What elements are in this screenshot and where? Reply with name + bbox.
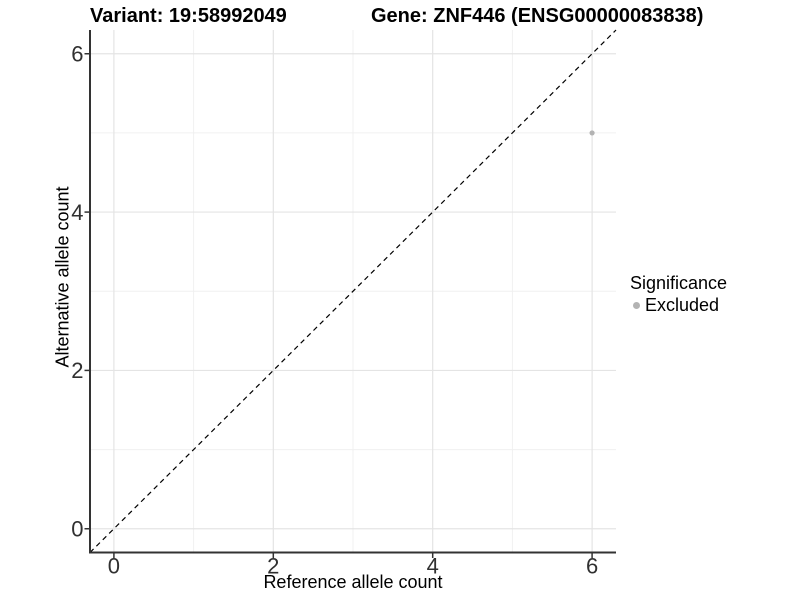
x-tick-label: 6 (586, 554, 598, 579)
x-tick-label: 2 (267, 554, 279, 579)
y-tick-label: 4 (71, 200, 83, 225)
legend: Significance Excluded (630, 272, 727, 315)
y-tick-label: 6 (71, 41, 83, 66)
y-tick-label: 2 (71, 358, 83, 383)
identity-line (89, 29, 617, 553)
x-tick-label: 4 (427, 554, 439, 579)
legend-item-excluded: Excluded (630, 295, 727, 315)
data-point (589, 130, 595, 136)
legend-item-label: Excluded (645, 295, 720, 315)
x-axis-title: Reference allele count (263, 572, 443, 592)
legend-key-dot-icon (633, 301, 640, 309)
plot-title-gene: Gene: ZNF446 (ENSG00000083838) (371, 5, 704, 27)
x-tick-label: 0 (108, 554, 120, 579)
y-tick-label: 0 (71, 516, 83, 541)
legend-title: Significance (630, 273, 728, 293)
plot-title-variant: Variant: 19:58992049 (90, 5, 287, 27)
y-axis-title: Alternative allele count (52, 186, 73, 368)
